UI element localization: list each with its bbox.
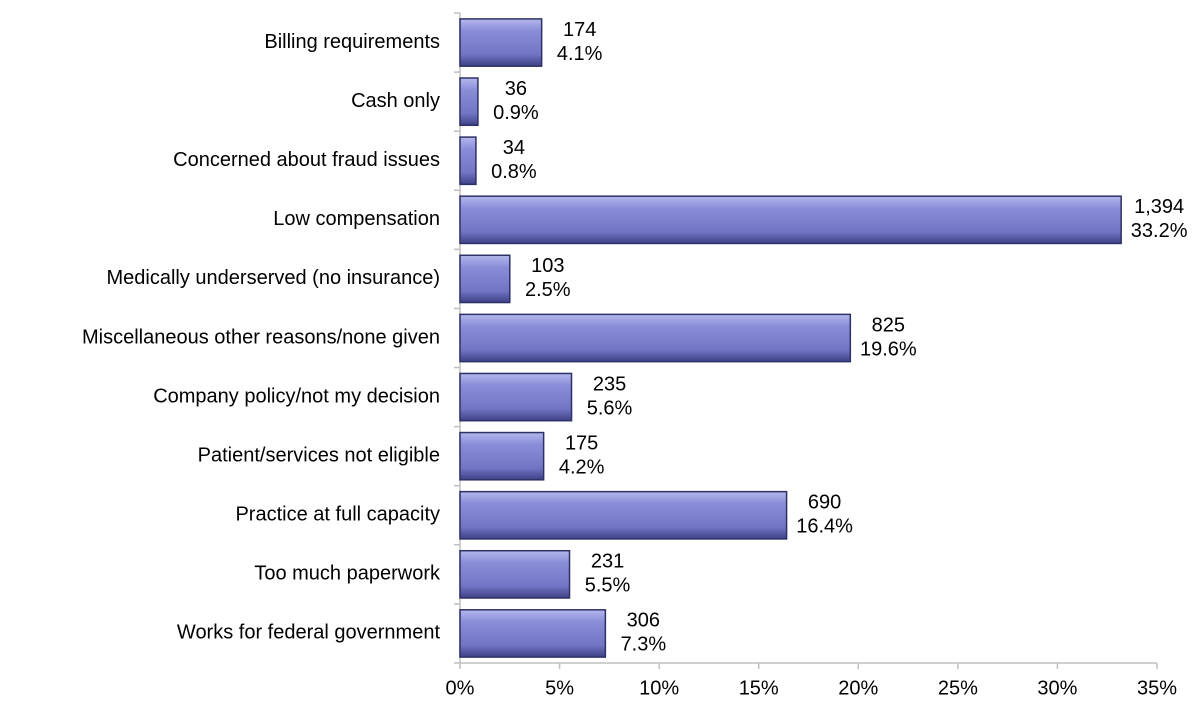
value-label: 5.5% [585, 575, 631, 597]
x-tick-label: 20% [838, 677, 878, 699]
value-label: 4.2% [559, 456, 605, 478]
bar [459, 18, 543, 67]
count-label: 231 [591, 551, 624, 573]
x-tick-label: 0% [446, 677, 475, 699]
x-tick-label: 30% [1037, 677, 1077, 699]
category-label: Low compensation [273, 208, 440, 230]
category-label: Cash only [351, 90, 440, 112]
x-tick-label: 35% [1137, 677, 1177, 699]
category-label: Too much paperwork [254, 563, 441, 585]
value-label: 5.6% [587, 397, 633, 419]
category-label: Billing requirements [264, 31, 440, 53]
bar [459, 490, 788, 540]
value-label: 2.5% [525, 279, 571, 301]
count-label: 34 [503, 137, 525, 159]
bar [459, 254, 511, 304]
value-label: 16.4% [796, 516, 853, 538]
bar [459, 313, 852, 363]
count-label: 235 [593, 373, 626, 395]
category-label: Patient/services not eligible [198, 444, 440, 466]
value-label: 0.9% [493, 102, 539, 124]
value-label: 19.6% [860, 338, 917, 360]
count-label: 103 [531, 255, 564, 277]
bar [459, 136, 477, 186]
bar [459, 195, 1122, 245]
value-label: 4.1% [557, 43, 603, 65]
x-tick-label: 5% [545, 677, 574, 699]
count-label: 825 [872, 314, 905, 336]
category-label: Medically underserved (no insurance) [107, 267, 441, 289]
count-label: 174 [563, 19, 596, 41]
bar [459, 431, 545, 481]
value-label: 0.8% [491, 161, 537, 183]
category-label: Works for federal government [177, 622, 441, 644]
bar [459, 609, 607, 658]
bar [459, 549, 571, 599]
x-tick-label: 10% [639, 677, 679, 699]
category-label: Concerned about fraud issues [173, 149, 440, 171]
x-tick-label: 25% [938, 677, 978, 699]
bar [459, 77, 479, 127]
value-label: 7.3% [621, 634, 667, 656]
value-label: 33.2% [1131, 220, 1188, 242]
count-label: 36 [505, 78, 527, 100]
bar [459, 372, 573, 422]
count-label: 1,394 [1134, 196, 1184, 218]
x-tick-label: 15% [739, 677, 779, 699]
category-label: Miscellaneous other reasons/none given [82, 326, 440, 348]
count-label: 306 [627, 610, 660, 632]
count-label: 690 [808, 492, 841, 514]
count-label: 175 [565, 432, 598, 454]
category-label: Company policy/not my decision [153, 385, 440, 407]
category-label: Practice at full capacity [235, 504, 440, 526]
